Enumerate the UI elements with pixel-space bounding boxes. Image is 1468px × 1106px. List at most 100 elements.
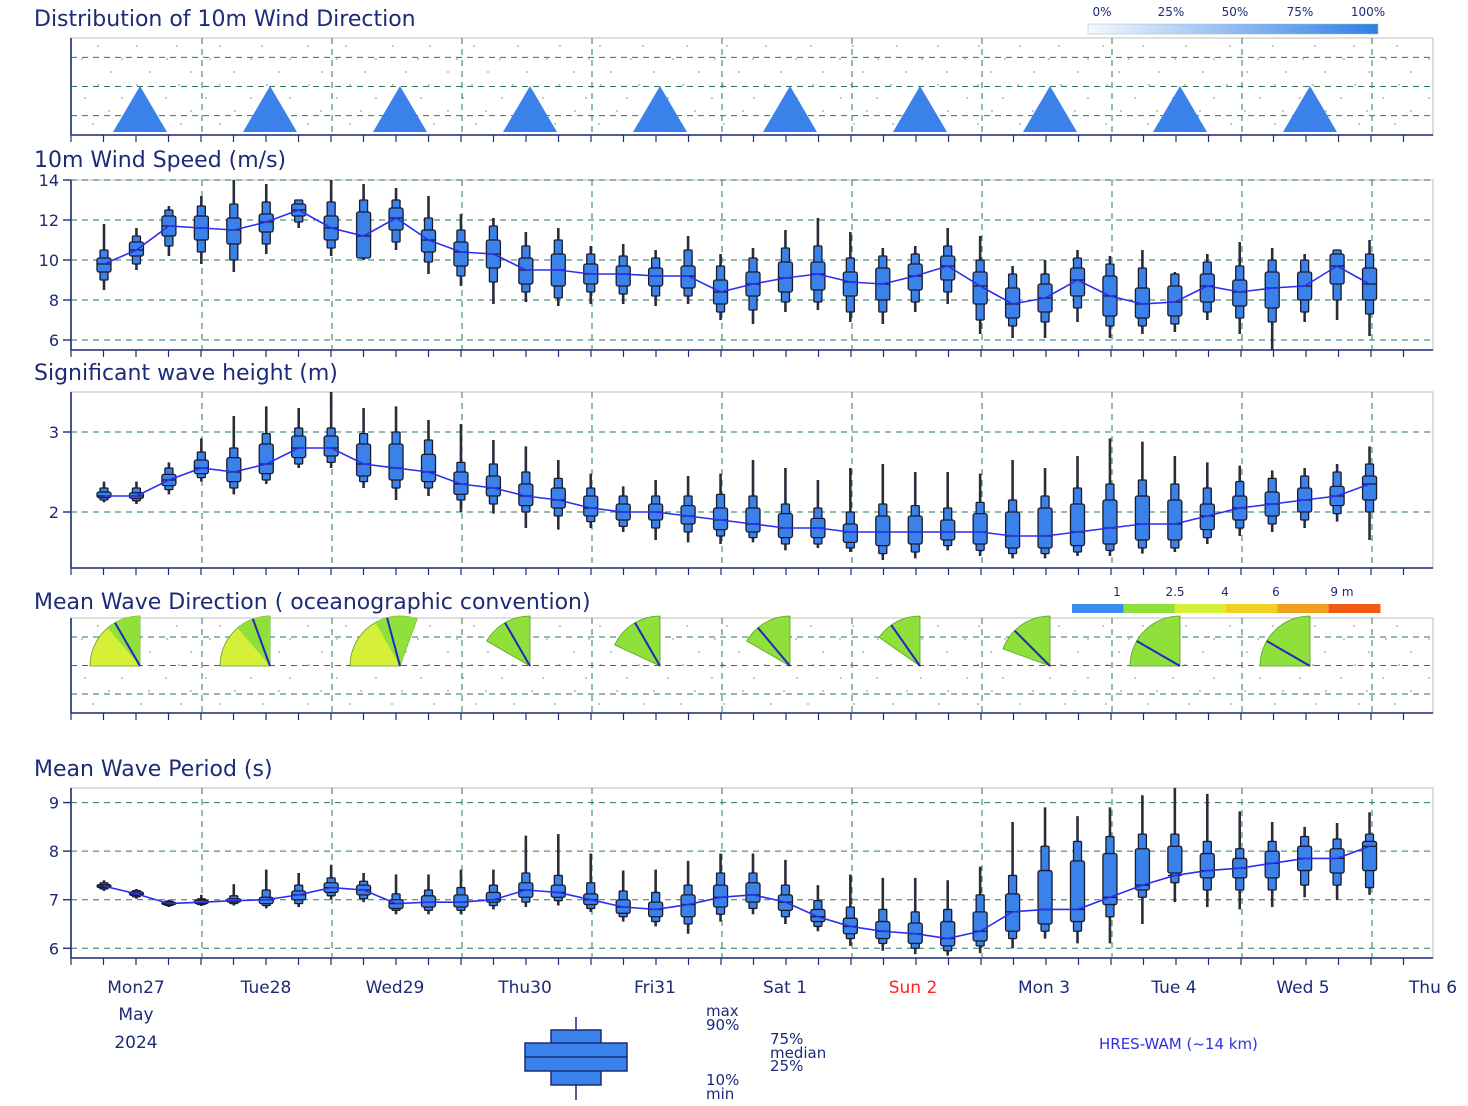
background-dot (84, 97, 86, 99)
background-dot (1366, 110, 1368, 112)
background-dot (456, 58, 458, 60)
background-dot (1246, 71, 1248, 73)
background-dot (585, 97, 587, 99)
background-dot (1246, 651, 1248, 653)
background-dot (892, 703, 894, 705)
box-inner (1264, 271, 1280, 309)
background-dot (485, 690, 487, 692)
background-dot (722, 84, 724, 86)
wave-direction-fan (1259, 615, 1311, 667)
background-dot (694, 690, 696, 692)
background-dot (219, 84, 221, 86)
wind-direction-arrow (113, 86, 167, 132)
box-inner (1232, 279, 1248, 307)
wind-speed-title: 10m Wind Speed (m/s) (34, 148, 286, 173)
background-dot (610, 71, 612, 73)
background-dot (1199, 690, 1201, 692)
background-dot (1394, 123, 1396, 125)
background-dot (190, 110, 192, 112)
background-dot (812, 84, 814, 86)
background-dot (1229, 45, 1231, 47)
legend-p75-label: 75% (770, 1030, 803, 1048)
background-dot (433, 703, 435, 705)
background-dot (991, 110, 993, 112)
background-dot (852, 625, 854, 627)
background-dot (447, 651, 449, 653)
background-dot (1259, 97, 1261, 99)
background-dot (653, 71, 655, 73)
background-dot (840, 97, 842, 99)
box-inner (518, 257, 534, 285)
background-dot (599, 625, 601, 627)
background-dot (977, 123, 979, 125)
day-labels: Mon27 Tue28 Wed29 Thu30 Fri31 Sat 1 Sun … (107, 978, 1457, 998)
background-dot (1230, 703, 1232, 705)
background-dot (1156, 690, 1158, 692)
background-dot (1410, 110, 1412, 112)
background-dot (487, 71, 489, 73)
background-dot (1213, 638, 1215, 640)
background-dot (140, 703, 142, 705)
background-dot (1087, 97, 1089, 99)
box-inner (258, 443, 274, 475)
background-dot (261, 45, 263, 47)
background-dot (822, 110, 824, 112)
box-inner (1102, 852, 1118, 906)
background-dot (1058, 45, 1060, 47)
background-dot (698, 651, 700, 653)
box-inner (355, 443, 372, 477)
background-dot (1102, 625, 1104, 627)
background-dot (485, 110, 487, 112)
background-dot (1074, 690, 1076, 692)
background-dot (990, 651, 992, 653)
background-dot (1087, 58, 1089, 60)
background-dot (1282, 690, 1284, 692)
background-dot (738, 651, 740, 653)
background-dot (795, 638, 797, 640)
background-dot (1049, 677, 1051, 679)
background-dot (714, 58, 716, 60)
background-dot (585, 677, 587, 679)
box-inner (777, 512, 794, 539)
background-dot (336, 97, 338, 99)
background-dot (892, 123, 894, 125)
background-dot (1410, 690, 1412, 692)
wind-legend-label-50: 50% (1222, 5, 1249, 19)
box-inner (940, 920, 956, 947)
background-dot (866, 690, 868, 692)
background-dot (610, 651, 612, 653)
background-dot (682, 84, 684, 86)
wave-direction-fan (878, 615, 921, 667)
background-dot (852, 45, 854, 47)
background-dot (428, 84, 430, 86)
background-dot (375, 58, 377, 60)
box-inner (940, 519, 956, 541)
wave-legend-label-9: 9 m (1330, 585, 1353, 599)
background-dot (686, 45, 688, 47)
y-tick-label: 12 (39, 211, 59, 230)
background-dot (686, 625, 688, 627)
background-dot (1058, 625, 1060, 627)
legend-p25-label: 25% (770, 1057, 803, 1075)
legend-p10-label: 10% (706, 1071, 739, 1089)
background-dot (250, 97, 252, 99)
background-dot (320, 690, 322, 692)
background-dot (1105, 123, 1107, 125)
background-dot (289, 677, 291, 679)
background-dot (599, 45, 601, 47)
background-dot (937, 45, 939, 47)
background-dot (866, 110, 868, 112)
wind-speed-panel: 6 8 10 12 14 (39, 171, 1434, 357)
background-dot (307, 45, 309, 47)
box-inner (1069, 503, 1086, 547)
background-dot (1060, 84, 1062, 86)
background-dot (667, 97, 669, 99)
background-dot (946, 71, 948, 73)
box-inner (388, 207, 404, 231)
background-dot (1128, 638, 1130, 640)
background-dot (429, 625, 431, 627)
wind-direction-arrow (503, 86, 557, 132)
background-dot (1004, 58, 1006, 60)
background-dot (1105, 703, 1107, 705)
background-dot (638, 664, 640, 666)
